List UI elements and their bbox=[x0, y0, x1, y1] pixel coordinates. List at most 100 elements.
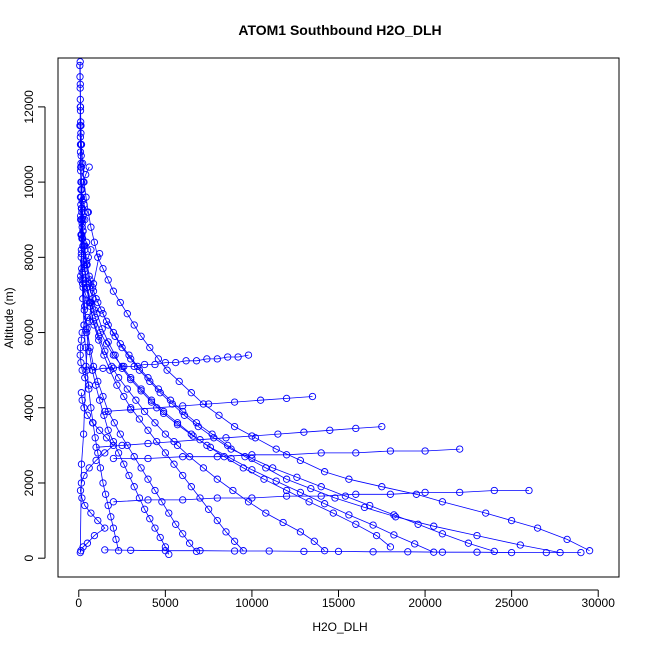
data-point bbox=[230, 547, 239, 555]
data-point bbox=[114, 449, 123, 457]
data-point bbox=[137, 387, 145, 395]
data-point bbox=[86, 298, 94, 307]
data-point bbox=[159, 407, 168, 416]
data-point bbox=[101, 449, 109, 457]
data-point bbox=[87, 246, 95, 254]
data-point bbox=[76, 95, 84, 104]
data-point bbox=[102, 434, 111, 442]
data-point bbox=[366, 501, 374, 510]
data-point bbox=[144, 374, 152, 382]
data-point bbox=[239, 464, 247, 472]
data-point bbox=[95, 426, 104, 434]
data-point bbox=[125, 471, 133, 480]
data-point bbox=[77, 163, 86, 171]
data-point bbox=[222, 434, 230, 442]
data-point bbox=[213, 355, 221, 363]
data-point bbox=[331, 494, 339, 502]
data-point bbox=[106, 366, 114, 374]
data-point bbox=[89, 362, 98, 371]
data-point bbox=[507, 516, 516, 525]
data-point bbox=[320, 547, 329, 555]
data-point bbox=[87, 223, 95, 231]
data-point bbox=[86, 343, 94, 352]
y-tick-label: 2000 bbox=[22, 469, 36, 496]
data-point bbox=[204, 505, 213, 513]
data-point bbox=[229, 486, 237, 495]
data-point bbox=[100, 411, 108, 419]
data-point bbox=[320, 468, 329, 476]
data-point bbox=[77, 253, 85, 261]
data-point bbox=[438, 548, 447, 556]
data-point bbox=[110, 419, 118, 427]
data-point bbox=[345, 511, 353, 519]
data-point bbox=[189, 432, 197, 440]
data-point bbox=[213, 494, 221, 502]
data-point bbox=[248, 432, 256, 440]
data-point bbox=[563, 535, 571, 544]
x-axis-label: H2O_DLH bbox=[312, 620, 367, 634]
data-point bbox=[153, 437, 161, 446]
data-point bbox=[144, 439, 152, 448]
data-point bbox=[77, 358, 85, 367]
data-point bbox=[99, 364, 107, 372]
data-point bbox=[76, 84, 84, 92]
data-point bbox=[80, 321, 88, 329]
data-point bbox=[102, 340, 111, 348]
data-point bbox=[166, 396, 175, 404]
data-point bbox=[154, 355, 163, 363]
data-point bbox=[96, 464, 105, 472]
data-point bbox=[490, 486, 498, 495]
data-point bbox=[76, 486, 85, 495]
data-point bbox=[78, 197, 86, 205]
data-point bbox=[127, 404, 135, 412]
data-point bbox=[151, 486, 159, 495]
data-point bbox=[127, 546, 135, 554]
data-point bbox=[79, 283, 87, 292]
data-point bbox=[127, 405, 135, 414]
data-point bbox=[79, 216, 87, 224]
data-point bbox=[85, 317, 93, 325]
data-point bbox=[317, 449, 325, 457]
data-point bbox=[77, 389, 86, 397]
data-point bbox=[213, 516, 221, 525]
data-point bbox=[130, 483, 138, 491]
data-point bbox=[386, 447, 395, 455]
data-point bbox=[390, 511, 398, 519]
data-point bbox=[77, 204, 86, 213]
data-point bbox=[87, 509, 95, 517]
data-point bbox=[196, 436, 204, 444]
data-point bbox=[230, 537, 239, 545]
data-point bbox=[172, 520, 180, 528]
data-point bbox=[372, 531, 381, 540]
data-point bbox=[123, 385, 131, 393]
data-point bbox=[227, 445, 235, 453]
data-point bbox=[137, 332, 145, 340]
data-point bbox=[97, 306, 105, 314]
data-point bbox=[76, 343, 85, 352]
data-point bbox=[125, 351, 133, 359]
data-point bbox=[113, 381, 121, 389]
data-point bbox=[85, 464, 93, 472]
data-point bbox=[390, 531, 398, 539]
data-point bbox=[272, 445, 280, 453]
data-point bbox=[88, 419, 97, 427]
data-point bbox=[83, 313, 92, 322]
data-point bbox=[140, 360, 149, 369]
data-point bbox=[170, 437, 178, 446]
data-point bbox=[192, 547, 201, 556]
data-point bbox=[112, 535, 120, 544]
data-point bbox=[79, 430, 88, 438]
data-point bbox=[85, 381, 93, 389]
data-point bbox=[213, 475, 221, 483]
data-point bbox=[77, 460, 86, 468]
data-point bbox=[179, 453, 187, 461]
data-point bbox=[123, 310, 131, 318]
data-point bbox=[77, 159, 85, 167]
data-point bbox=[89, 280, 98, 288]
data-point bbox=[95, 249, 104, 258]
series-line bbox=[80, 170, 434, 553]
data-point bbox=[156, 533, 164, 542]
data-point bbox=[81, 501, 89, 510]
data-point bbox=[144, 475, 152, 483]
data-point bbox=[222, 528, 230, 536]
